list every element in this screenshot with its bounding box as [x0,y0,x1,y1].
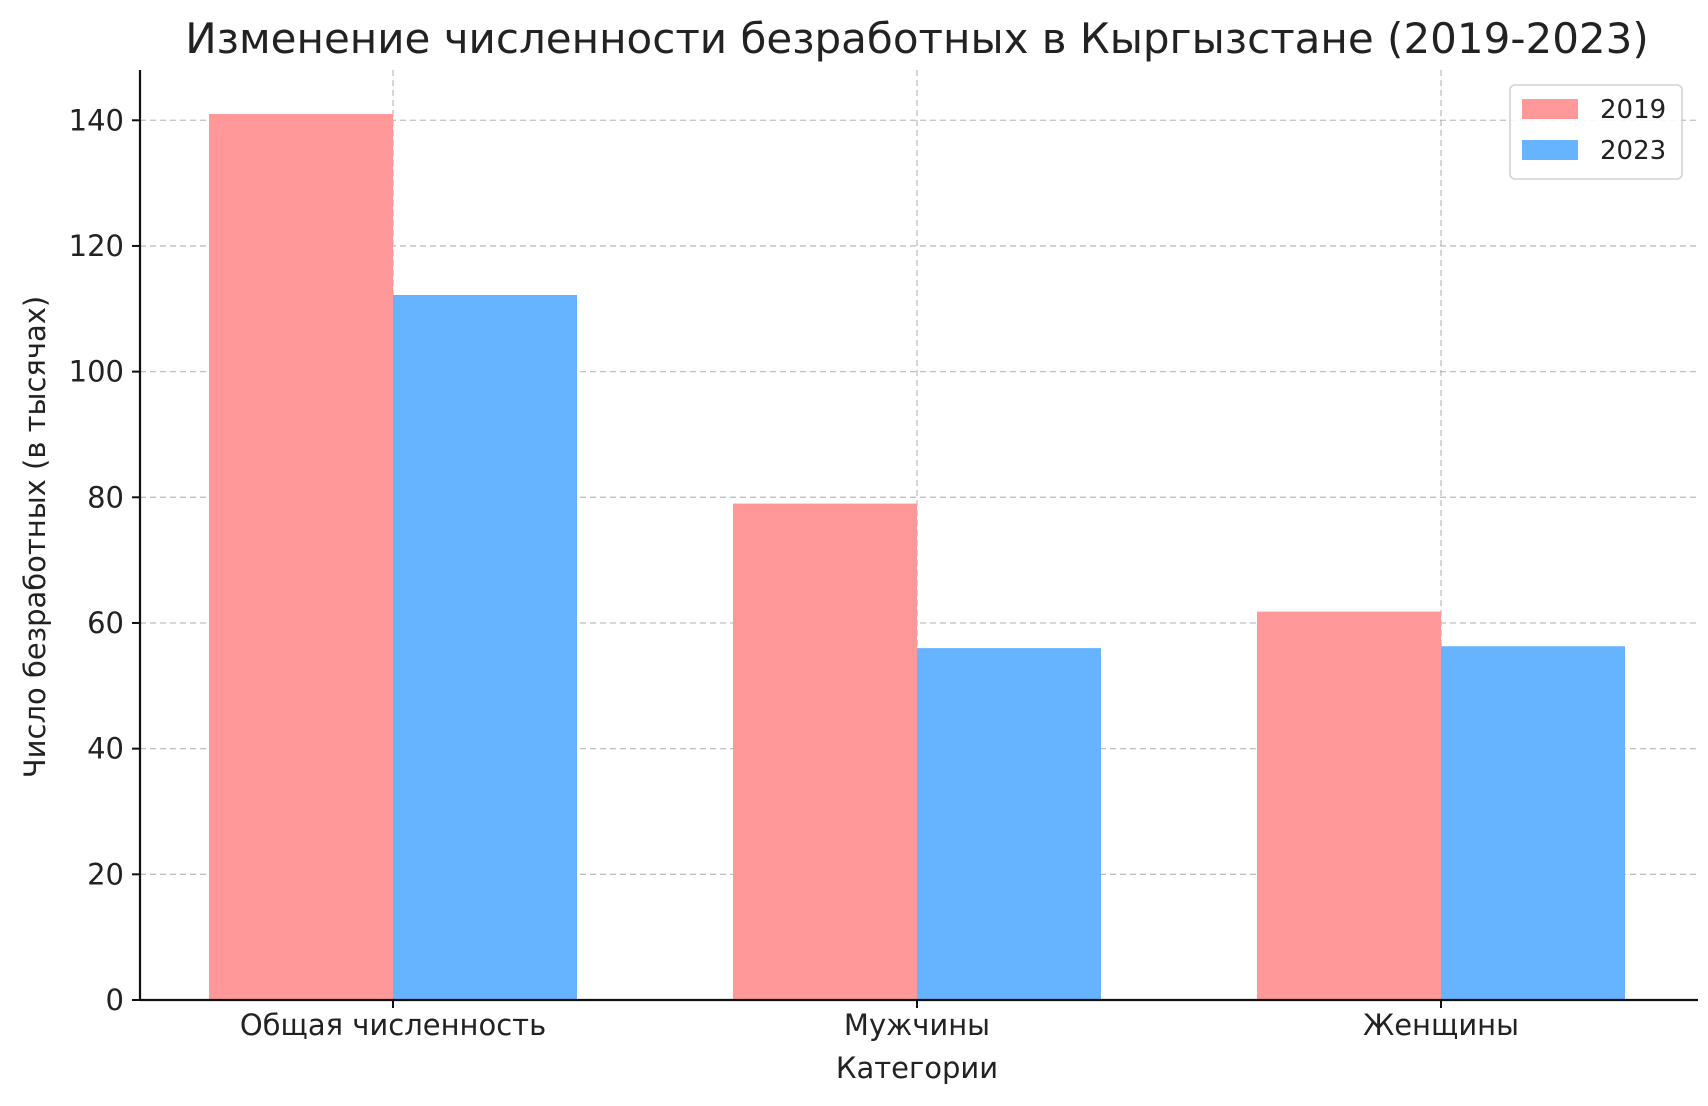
y-tick-label: 20 [87,857,124,891]
x-tick-label: Общая численность [240,1008,546,1042]
bar-2019-0 [209,113,393,1000]
y-axis-label: Число безработных (в тысячах) [18,296,52,778]
y-tick-label: 40 [87,732,124,766]
legend-swatch-2019 [1522,99,1578,119]
legend: 2019 2023 [1509,84,1683,180]
x-tick-label: Женщины [1363,1008,1519,1042]
ticks: 0 20 40 60 80 100 120 140 Общая численность Мужчи… [69,103,1519,1042]
bar-2019-2 [1257,611,1441,1000]
chart-title: Изменение численности безработных в Кырг… [185,14,1649,63]
x-axis-label: Категории [836,1051,998,1085]
y-tick-label: 140 [69,103,124,137]
x-tick-label: Мужчины [844,1008,990,1042]
bar-2023-1 [917,648,1101,1000]
legend-swatch-2023 [1522,140,1578,160]
y-tick-label: 80 [87,480,124,514]
y-tick-label: 0 [106,983,124,1017]
bars [209,113,1625,1000]
y-tick-label: 120 [69,229,124,263]
y-tick-label: 60 [87,606,124,640]
y-tick-label: 100 [69,355,124,389]
bar-2019-1 [733,503,917,1000]
legend-label-2019: 2019 [1600,95,1666,125]
bar-2023-0 [393,294,577,1000]
axes [138,70,1698,1002]
bar-2023-2 [1441,646,1625,1000]
legend-label-2023: 2023 [1600,136,1666,166]
